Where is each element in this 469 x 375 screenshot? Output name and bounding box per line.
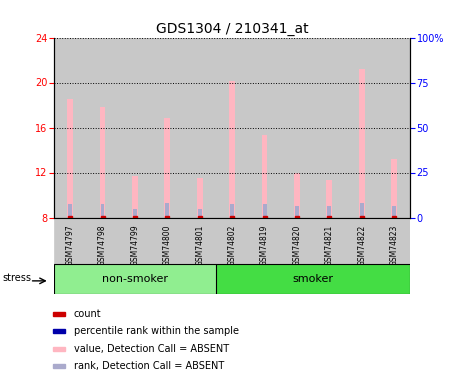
Text: GSM74797: GSM74797 — [66, 225, 75, 266]
Bar — [183, 38, 216, 218]
Text: GSM74822: GSM74822 — [357, 225, 366, 266]
Text: smoker: smoker — [293, 274, 333, 284]
Bar — [86, 38, 119, 218]
Text: GSM74799: GSM74799 — [130, 225, 139, 266]
Bar — [67, 99, 73, 218]
Text: GSM74800: GSM74800 — [163, 225, 172, 266]
Bar — [216, 264, 410, 294]
Text: GSM74823: GSM74823 — [390, 225, 399, 266]
Bar — [53, 329, 65, 333]
Bar — [165, 118, 170, 218]
Bar — [230, 204, 234, 218]
Bar — [53, 312, 65, 316]
Bar — [86, 217, 119, 264]
Bar — [281, 38, 313, 218]
Text: GSM74820: GSM74820 — [293, 225, 302, 266]
Bar — [346, 217, 378, 264]
Bar — [151, 217, 183, 264]
Bar — [295, 206, 299, 218]
Bar — [378, 217, 410, 264]
Bar — [100, 204, 105, 218]
Bar — [360, 203, 364, 217]
Bar — [313, 38, 346, 218]
Bar — [53, 364, 65, 368]
Title: GDS1304 / 210341_at: GDS1304 / 210341_at — [156, 22, 309, 36]
Bar — [54, 264, 216, 294]
Bar — [54, 217, 86, 264]
Bar — [54, 38, 86, 218]
Bar — [151, 38, 183, 218]
Bar — [197, 178, 203, 218]
Bar — [99, 107, 106, 218]
Text: GSM74798: GSM74798 — [98, 225, 107, 266]
Text: GSM74801: GSM74801 — [195, 225, 204, 266]
Bar — [294, 172, 300, 217]
Bar — [346, 38, 378, 218]
Bar — [68, 204, 72, 218]
Text: count: count — [74, 309, 101, 319]
Text: rank, Detection Call = ABSENT: rank, Detection Call = ABSENT — [74, 361, 224, 371]
Bar — [216, 217, 249, 264]
Bar — [166, 203, 169, 217]
Text: stress: stress — [3, 273, 32, 283]
Bar — [133, 209, 137, 218]
Bar — [249, 217, 281, 264]
Bar — [183, 217, 216, 264]
Bar — [198, 209, 202, 218]
Text: non-smoker: non-smoker — [102, 274, 168, 284]
Bar — [263, 204, 266, 218]
Bar — [327, 206, 331, 218]
Text: GSM74821: GSM74821 — [325, 225, 334, 266]
Bar — [392, 206, 396, 218]
Bar — [53, 346, 65, 351]
Bar — [262, 135, 267, 218]
Bar — [249, 38, 281, 218]
Text: GSM74819: GSM74819 — [260, 225, 269, 266]
Bar — [359, 69, 365, 218]
Text: percentile rank within the sample: percentile rank within the sample — [74, 326, 239, 336]
Bar — [229, 81, 235, 218]
Bar — [313, 217, 346, 264]
Text: value, Detection Call = ABSENT: value, Detection Call = ABSENT — [74, 344, 229, 354]
Bar — [132, 176, 138, 218]
Bar — [119, 217, 151, 264]
Bar — [119, 38, 151, 218]
Bar — [216, 38, 249, 218]
Bar — [326, 180, 332, 218]
Bar — [281, 217, 313, 264]
Text: GSM74802: GSM74802 — [227, 225, 237, 266]
Bar — [378, 38, 410, 218]
Bar — [391, 159, 397, 218]
